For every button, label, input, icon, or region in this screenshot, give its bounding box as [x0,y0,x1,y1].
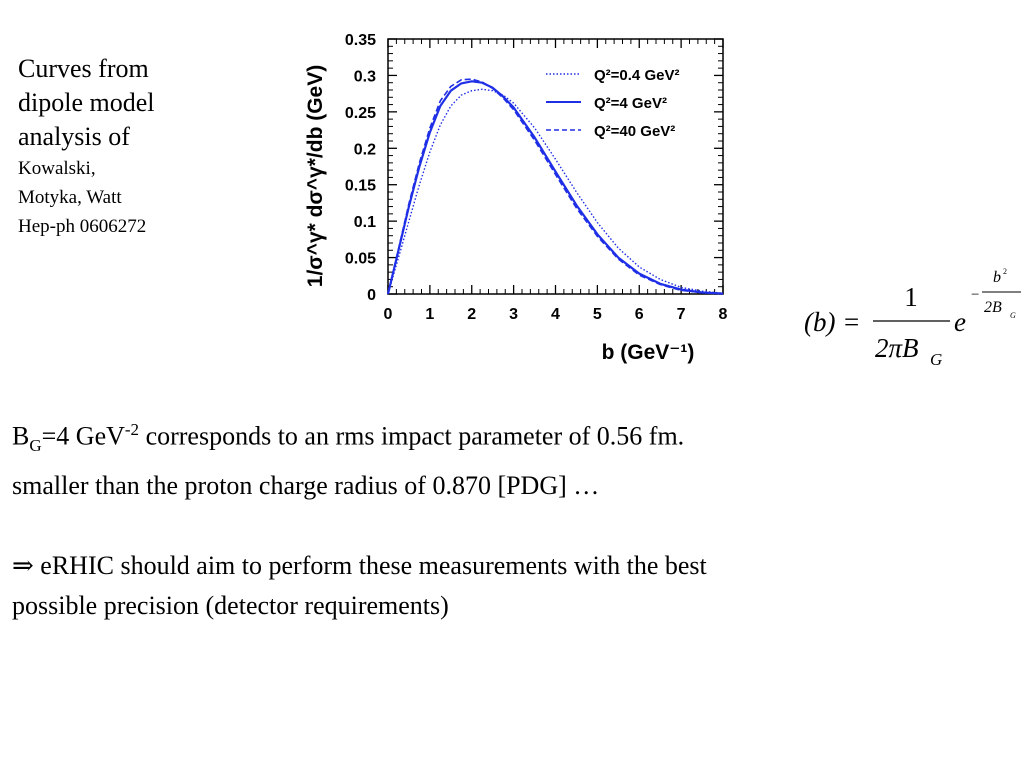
y-tick-label: 0.2 [354,141,376,158]
y-tick-label: 0.25 [345,105,376,122]
legend: Q²=0.4 GeV² Q²=4 GeV² Q²=40 GeV² [546,67,679,140]
y-tick-label: 0.3 [354,68,376,85]
x-tick-label: 5 [593,306,602,323]
legend-label: Q²=0.4 GeV² [594,67,679,84]
bg-exponent: -2 [124,420,140,439]
formula-numerator: 1 [904,282,918,312]
bg-symbol: B [12,421,30,451]
y-tick-label: 0.05 [345,251,376,268]
body-line-radius: smaller than the proton charge radius of… [12,470,600,500]
exponent-superscript: 2 [1003,267,1007,276]
caption-line: Curves from [18,54,149,83]
exponent-numerator: b [993,269,1001,286]
curves-layer [386,78,724,295]
y-tick-label: 0.15 [345,178,376,195]
slide-body: BG=4 GeV-2 corresponds to an rms impact … [12,410,1012,626]
exponent-denominator-subscript: G [1010,311,1016,320]
x-axis-label: b (GeV⁻¹) [602,341,695,364]
y-tick-label: 0 [367,287,376,304]
x-tick-label: 8 [719,306,728,323]
conclusion-text: eRHIC should aim to perform these measur… [33,550,707,580]
x-tick-label: 6 [635,306,644,323]
caption-author-line: Motyka, Watt [18,187,122,208]
exponent-sign: − [971,287,979,303]
caption-line: dipole model [18,88,155,117]
legend-label: Q²=40 GeV² [594,123,675,140]
body-line-conclusion: ⇒ eRHIC should aim to perform these meas… [12,546,1012,586]
caption-reference: Hep-ph 0606272 [18,216,147,237]
x-tick-label: 4 [551,306,560,323]
x-tick-label: 1 [425,306,434,323]
caption-author-line: Kowalski, [18,158,96,179]
plot-frame [387,38,724,295]
legend-label: Q²=4 GeV² [594,95,667,112]
x-tick-label: 0 [384,306,393,323]
caption-line: analysis of [18,122,130,151]
bg-subscript: G [29,435,42,455]
axis-ticks: 0 1 2 3 4 5 6 7 8 0 0.05 0.1 0.15 0.2 0.25 0.3 0.35 [345,32,728,323]
x-tick-label: 2 [467,306,476,323]
bg-statement: corresponds to an rms impact parameter o… [139,421,685,451]
probability-formula: (b) = 1 2πB G e − b 2 2B G [804,267,1021,369]
series-curve-dotted [387,88,724,295]
series-curve-solid [386,80,724,295]
body-line-bg: BG=4 GeV-2 corresponds to an rms impact … [12,410,1012,466]
implies-arrow-icon: ⇒ [12,550,34,580]
y-axis-label: 1/σ^γ* dσ^γ*/db (GeV) [304,65,327,287]
x-tick-label: 3 [509,306,518,323]
formula-exponential-base: e [954,307,966,337]
formula-denominator: 2πB [875,333,919,363]
y-tick-label: 0.35 [345,32,376,49]
figure-caption: Curves from dipole model analysis of Kow… [18,52,218,241]
b-distribution-chart: 0 1 2 3 4 5 6 7 8 0 0.05 0.1 0.15 0.2 0.25 0.3 0.35 Q²=0… [304,32,728,364]
bg-value: =4 GeV [41,421,125,451]
formula-lhs: (b) = [804,307,860,337]
paragraph-gap [12,506,1012,546]
x-tick-label: 7 [677,306,686,323]
body-line-conclusion-cont: possible precision (detector requirement… [12,590,449,620]
exponent-denominator: 2B [984,299,1002,316]
formula-denominator-subscript: G [930,350,942,369]
y-tick-label: 0.1 [354,214,376,231]
